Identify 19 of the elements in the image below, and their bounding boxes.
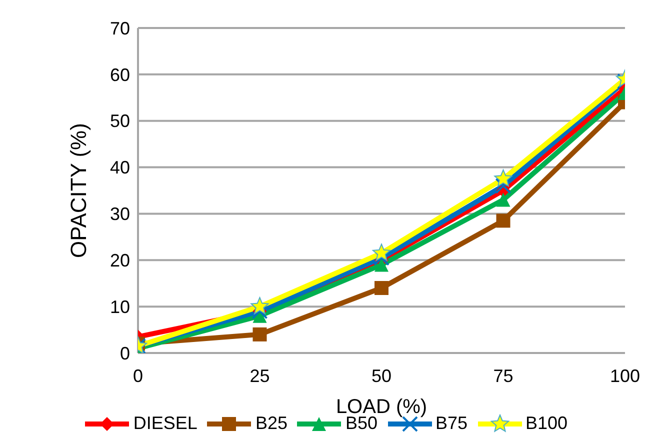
legend-label: B50 — [345, 413, 378, 434]
x-tick-label: 100 — [610, 366, 640, 386]
legend-label: DIESEL — [133, 413, 198, 434]
y-tick-label: 60 — [110, 64, 130, 85]
legend-label: B100 — [526, 413, 568, 434]
y-axis-title: OPACITY (%) — [66, 123, 91, 258]
y-tick-label: 0 — [120, 343, 130, 364]
y-tick-label: 20 — [110, 250, 130, 271]
x-tick-label: 25 — [250, 366, 270, 386]
x-tick-label: 0 — [132, 366, 144, 386]
y-tick-label: 50 — [110, 111, 130, 132]
y-tick-label: 40 — [110, 158, 130, 178]
y-tick-label: 70 — [110, 18, 130, 38]
y-tick-label: 10 — [110, 296, 130, 317]
y-tick-label: 30 — [110, 204, 130, 224]
x-tick-label: 50 — [371, 366, 392, 386]
x-tick-label: 75 — [493, 366, 514, 386]
legend-label: B75 — [436, 413, 468, 434]
legend-label: B25 — [255, 413, 288, 434]
